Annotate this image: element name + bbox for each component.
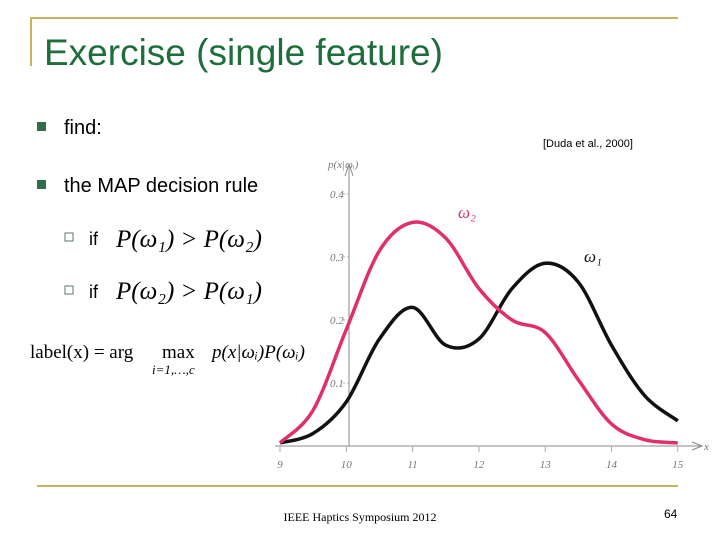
y-tick-label: 0.3 xyxy=(330,252,344,264)
x-axis-label: x xyxy=(703,441,709,453)
series-line xyxy=(279,261,679,445)
citation: [Duda et al., 2000] xyxy=(543,138,633,150)
sub-bullet-marker xyxy=(64,285,74,295)
rule-op: max xyxy=(162,342,195,363)
x-tick-label: 10 xyxy=(341,459,353,471)
rule-rhs: p(x|ωᵢ)P(ωᵢ) xyxy=(210,342,305,363)
x-tick-label: 9 xyxy=(277,459,283,471)
bullet-marker xyxy=(37,122,46,131)
x-tick-label: 14 xyxy=(606,459,618,471)
y-tick-label: 0.1 xyxy=(330,378,344,390)
bullet: find: xyxy=(64,117,102,139)
chart: p(x|ωᵢ) x 0.1 0.2 0.3 0.4 9 10 11 12 13 14 15 ω₁ ω₂ xyxy=(275,159,709,471)
x-tick-label: 11 xyxy=(408,459,418,471)
curve-label: ω₂ xyxy=(458,203,476,222)
sub-bullet-marker xyxy=(64,232,74,242)
series-line xyxy=(278,220,678,445)
rule-lhs: label(x) = arg xyxy=(30,342,134,363)
y-arrow xyxy=(344,162,354,177)
page-number: 64 xyxy=(664,507,678,521)
bullet: the MAP decision rule xyxy=(64,175,258,197)
x-tick-label: 15 xyxy=(672,459,684,471)
x-tick-label: 12 xyxy=(473,459,485,471)
y-tick-label: 0.4 xyxy=(330,189,344,201)
x-tick-label: 13 xyxy=(540,459,552,471)
x-arrow xyxy=(691,441,704,451)
curve-label: ω₁ xyxy=(584,247,602,266)
y-axis-label: p(x|ωᵢ) xyxy=(327,159,359,171)
formula: P(ω₁) > P(ω₂) xyxy=(115,226,262,253)
sub-bullet: if xyxy=(89,282,99,302)
slide-title: Exercise (single feature) xyxy=(44,32,443,73)
bullet-marker xyxy=(37,180,46,189)
sub-bullet: if xyxy=(89,229,99,249)
y-tick-label: 0.2 xyxy=(330,315,344,327)
footer: IEEE Haptics Symposium 2012 xyxy=(284,510,437,524)
rule-sub: i=1,…,c xyxy=(152,362,195,377)
formula: P(ω₂) > P(ω₁) xyxy=(115,278,262,305)
